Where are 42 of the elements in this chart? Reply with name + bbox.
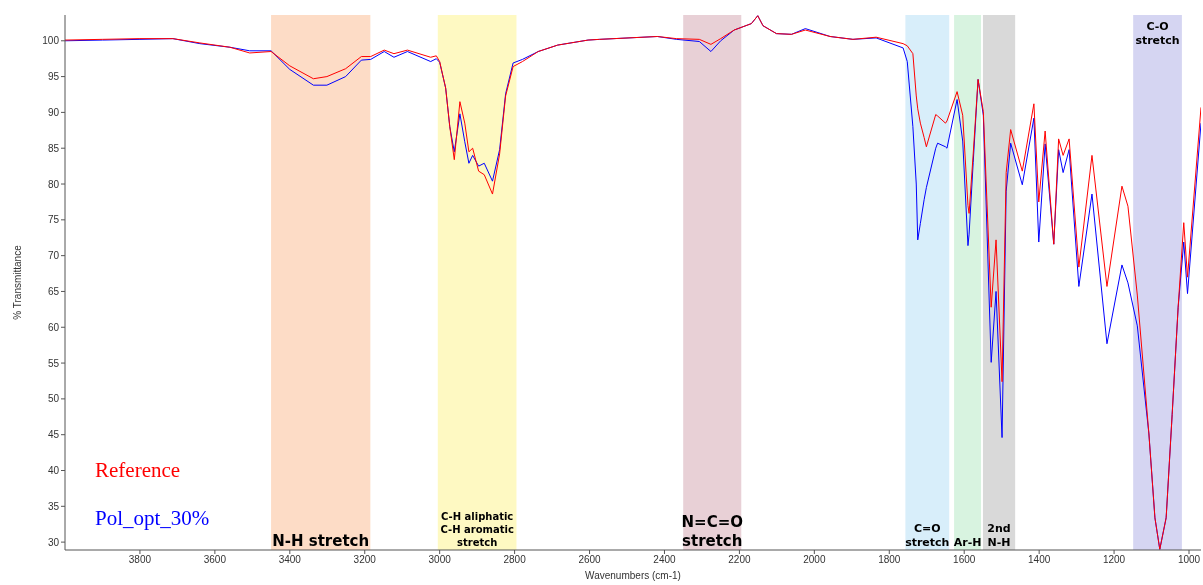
y-tick-label: 100 [42,35,60,47]
x-tick-label: 3000 [428,554,452,566]
y-tick-label: 50 [47,393,60,405]
x-tick-label: 1600 [953,554,976,566]
y-tick-label: 35 [47,500,60,512]
x-tick-label: 1200 [1102,554,1126,566]
y-tick-label: 45 [47,429,60,441]
x-tick-label: 2400 [653,554,677,566]
y-tick-label: 65 [47,286,60,297]
y-tick-label: 30 [47,536,60,548]
y-tick-label: 60 [47,321,60,333]
band-label: Ar-H [953,536,982,549]
band-label: N-H stretch [272,532,370,550]
x-tick-label: 1400 [1028,554,1051,566]
y-tick-label: 75 [47,214,60,226]
band-label: N=C=O stretch [681,512,743,550]
y-tick-label: 85 [47,142,60,154]
x-tick-label: 2800 [503,554,527,566]
x-tick-label: 2200 [728,554,751,566]
x-tick-label: 3400 [278,554,302,566]
y-tick-label: 55 [47,357,60,369]
text: Reference [95,458,181,482]
y-tick-label: 70 [47,250,60,262]
y-tick-label: 95 [47,71,60,83]
x-tick-label: 3200 [353,554,377,566]
band-label: C=O stretch [905,521,950,549]
x-tick-label: 2000 [803,554,826,566]
x-axis-title: Wavenumbers (cm-1) [585,570,681,581]
band-label: C-H aliphatic C-H aromatic stretch [440,511,514,548]
band-label: 2nd N-H [987,521,1011,549]
x-tick-label: 3800 [128,554,152,566]
y-tick-label: 90 [47,106,60,118]
text: Pol_opt_30% [95,506,210,530]
x-tick-label: 2600 [578,554,602,566]
x-tick-label: 1000 [1177,554,1201,566]
line-series [65,15,1201,550]
y-tick-label: 40 [47,465,60,477]
y-axis-title: % Transmittance [11,244,23,320]
band-label: C-O stretch [1135,20,1180,48]
x-tick-label: 1800 [878,554,901,566]
y-tick-label: 80 [47,178,60,190]
x-tick-label: 3600 [203,554,227,566]
